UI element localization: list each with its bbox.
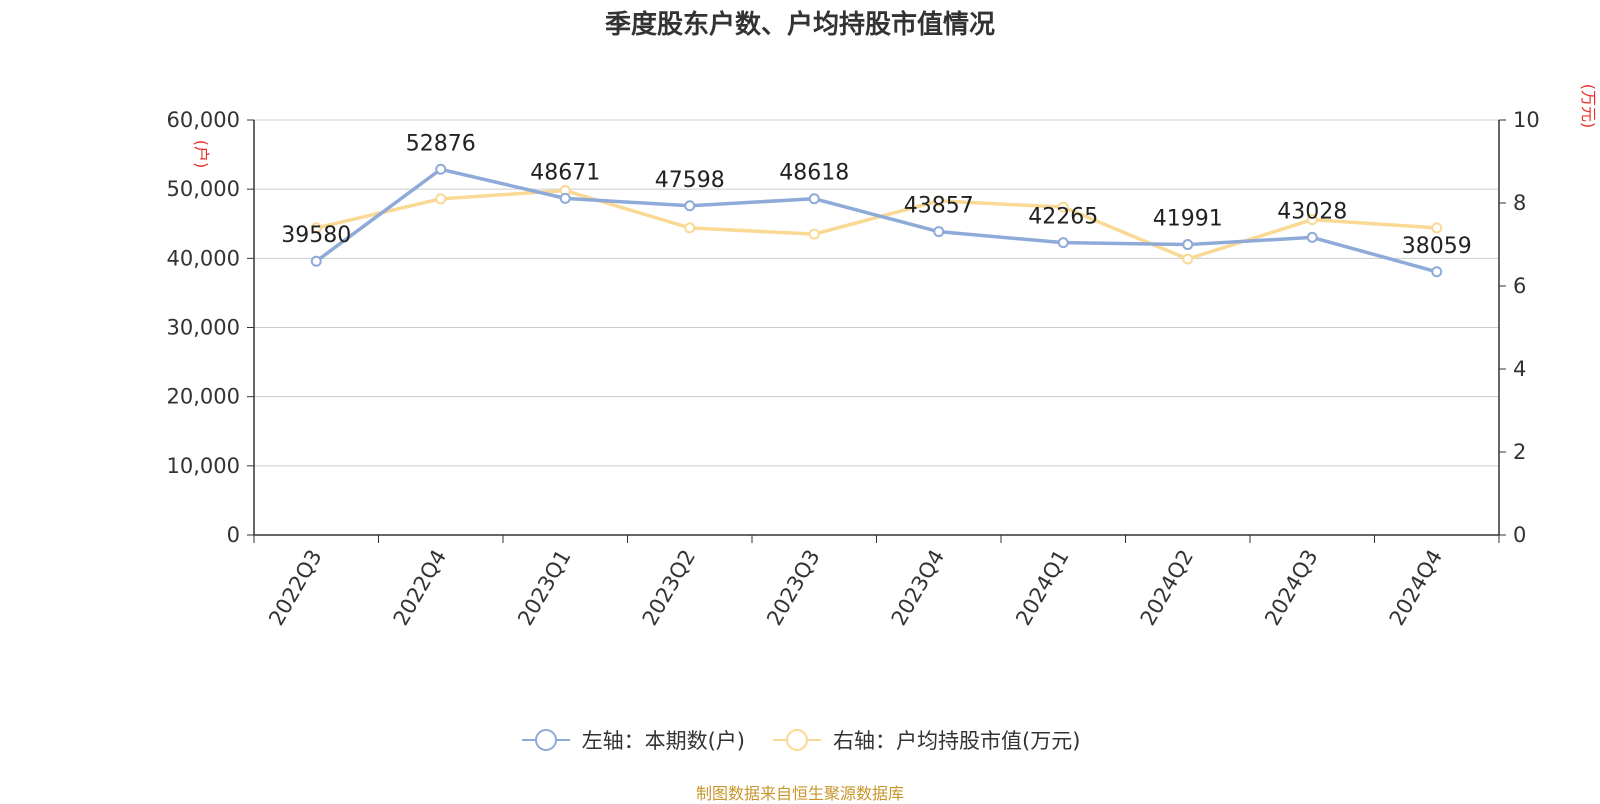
data-labels: 39580 52876 48671 47598 48618 43857 42265 41991… bbox=[281, 131, 1472, 258]
right-axis-tick-label: 2 bbox=[1513, 440, 1526, 464]
x-axis-category-label: 2024Q1 bbox=[1011, 546, 1073, 630]
households-data-label: 41991 bbox=[1153, 207, 1223, 232]
households-data-label: 47598 bbox=[655, 168, 725, 193]
households-series-line bbox=[315, 167, 1438, 274]
chart-title: 季度股东户数、户均持股市值情况 bbox=[604, 10, 995, 40]
households-series-point bbox=[684, 200, 696, 212]
right-axis-tick-label: 10 bbox=[1513, 108, 1540, 132]
x-axis-category-label: 2024Q3 bbox=[1260, 546, 1322, 630]
avg-value-series-point bbox=[1306, 214, 1318, 226]
x-axis-category-label: 2022Q4 bbox=[389, 546, 451, 630]
left-axis-tick-label: 40,000 bbox=[167, 246, 240, 270]
households-series-point bbox=[435, 163, 447, 175]
x-axis-category-label: 2023Q3 bbox=[762, 546, 824, 630]
avg-value-series-point bbox=[310, 222, 322, 234]
left-axis-tick-label: 50,000 bbox=[167, 177, 240, 201]
right-axis-unit-label: (万元) bbox=[1579, 84, 1598, 129]
avg-value-series-point bbox=[1057, 201, 1069, 213]
right-axis-tick-label: 0 bbox=[1513, 523, 1526, 547]
left-axis-tick-label: 30,000 bbox=[167, 316, 240, 340]
legend-line-circle-icon bbox=[521, 729, 570, 751]
series bbox=[310, 163, 1443, 278]
x-axis-category-label: 2023Q1 bbox=[513, 546, 575, 630]
source-note: 制图数据来自恒生聚源数据库 bbox=[695, 784, 904, 803]
households-series-point bbox=[1057, 237, 1069, 249]
households-series-point bbox=[1182, 239, 1194, 251]
households-series-point bbox=[933, 226, 945, 238]
left-axis-unit-label: (户) bbox=[192, 140, 211, 169]
households-data-label: 48671 bbox=[530, 160, 600, 185]
households-series-point bbox=[1306, 231, 1318, 243]
x-axis-category-label: 2024Q2 bbox=[1136, 546, 1198, 630]
x-axis-category-label: 2023Q2 bbox=[638, 546, 700, 630]
legend-item-households[interactable]: 左轴：本期数(户) bbox=[520, 725, 745, 755]
avg-value-series-point bbox=[808, 228, 820, 240]
avg-value-series-point bbox=[684, 222, 696, 234]
households-series-point bbox=[559, 192, 571, 204]
avg-value-series-point bbox=[1431, 222, 1443, 234]
right-axis-tick-label: 4 bbox=[1513, 357, 1526, 381]
households-series-point bbox=[1431, 266, 1443, 278]
avg-value-series-point bbox=[933, 195, 945, 207]
grid-lines bbox=[254, 119, 1499, 467]
households-data-label: 52876 bbox=[406, 131, 476, 156]
legend: 左轴：本期数(户) 右轴：户均持股市值(万元) bbox=[0, 722, 1600, 758]
avg-value-series-line bbox=[315, 188, 1437, 261]
households-series-point bbox=[808, 193, 820, 205]
left-axis-tick-label: 10,000 bbox=[167, 454, 240, 478]
left-axis-tick-label: 0 bbox=[227, 523, 240, 547]
households-data-label: 39580 bbox=[281, 223, 351, 248]
x-axis-category-label: 2023Q4 bbox=[887, 546, 949, 630]
avg-value-series-point bbox=[1182, 253, 1194, 265]
right-axis-tick-label: 6 bbox=[1513, 274, 1526, 298]
households-data-label: 38059 bbox=[1402, 234, 1472, 259]
legend-line-circle-icon bbox=[773, 729, 821, 751]
households-data-label: 42265 bbox=[1028, 205, 1098, 230]
households-data-label: 43857 bbox=[904, 194, 974, 219]
x-axis-category-label: 2024Q4 bbox=[1385, 546, 1447, 630]
households-data-label: 48618 bbox=[779, 161, 849, 186]
avg-value-series-point bbox=[435, 193, 447, 205]
households-data-label: 43028 bbox=[1277, 199, 1347, 224]
legend-label-households: 左轴：本期数(户) bbox=[581, 729, 745, 753]
x-axis-category-label: 2022Q3 bbox=[264, 546, 326, 630]
axes: 0 10,000 20,000 30,000 40,000 50,000 60,000 0 2 4… bbox=[167, 84, 1598, 630]
legend-item-avg-value[interactable]: 右轴：户均持股市值(万元) bbox=[771, 725, 1080, 755]
left-axis-tick-label: 60,000 bbox=[167, 108, 240, 132]
legend-label-avg-value: 右轴：户均持股市值(万元) bbox=[833, 729, 1081, 753]
left-axis-tick-label: 20,000 bbox=[167, 385, 240, 409]
households-series-point bbox=[310, 255, 322, 267]
right-axis-tick-label: 8 bbox=[1513, 191, 1526, 215]
